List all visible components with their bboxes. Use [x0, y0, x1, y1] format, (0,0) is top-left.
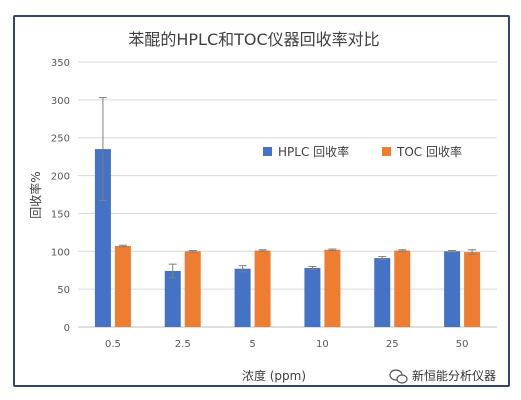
- legend-label: HPLC 回收率: [278, 144, 349, 159]
- watermark-text: 新恒能分析仪器: [412, 368, 496, 383]
- x-tick-label: 50: [456, 339, 469, 350]
- x-axis-title: 浓度 (ppm): [242, 368, 306, 383]
- legend: HPLC 回收率 TOC 回收率: [263, 144, 462, 159]
- y-tick-label: 200: [51, 172, 70, 183]
- y-tick-label: 250: [51, 134, 70, 145]
- x-tick-label: 0.5: [105, 339, 121, 350]
- legend-swatch: [263, 147, 272, 156]
- wechat-icon: [389, 369, 408, 384]
- x-tick-label: 2.5: [175, 339, 191, 350]
- x-axis-ticks: 0.5 2.5 5 10 25 50: [105, 339, 468, 350]
- y-tick-label: 300: [51, 96, 70, 107]
- legend-swatch: [382, 147, 391, 156]
- y-tick-label: 100: [51, 247, 70, 258]
- watermark: 新恒能分析仪器: [389, 368, 496, 384]
- bar-toc: [464, 252, 481, 327]
- x-tick-label: 5: [249, 339, 255, 350]
- bar-hplc: [164, 270, 181, 327]
- chart-title: 苯醌的HPLC和TOC仪器回收率对比: [128, 30, 379, 49]
- bar-hplc: [94, 149, 111, 327]
- y-tick-label: 350: [51, 58, 70, 69]
- y-tick-label: 150: [51, 209, 70, 220]
- y-tick-label: 50: [57, 285, 70, 296]
- bar-toc: [184, 251, 201, 327]
- bar-toc: [394, 250, 411, 327]
- bars: [94, 97, 481, 327]
- bar-toc: [114, 245, 131, 327]
- legend-label: TOC 回收率: [396, 144, 462, 159]
- bar-toc: [324, 249, 341, 327]
- grid: [78, 61, 497, 328]
- bar-hplc: [304, 267, 321, 327]
- x-tick-label: 10: [316, 339, 329, 350]
- bar-hplc: [444, 251, 461, 327]
- x-tick-label: 25: [386, 339, 399, 350]
- bar-hplc: [374, 258, 391, 327]
- y-axis-ticks: 0 50 100 150 200 250 300 350: [51, 58, 70, 334]
- bar-hplc: [234, 268, 251, 327]
- y-tick-label: 0: [64, 323, 70, 334]
- bar-toc: [254, 250, 271, 327]
- y-axis-title: 回收率%: [28, 171, 43, 218]
